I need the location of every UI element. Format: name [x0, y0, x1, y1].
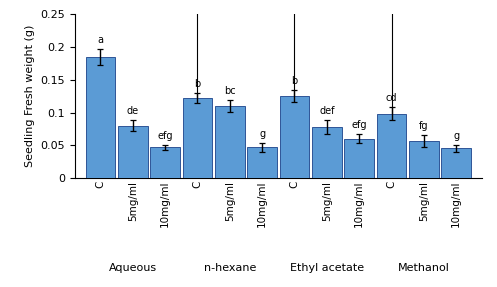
Text: def: def [319, 106, 334, 116]
Text: a: a [97, 35, 103, 45]
Text: Methanol: Methanol [398, 263, 450, 273]
Bar [280, 96, 309, 178]
Text: g: g [453, 131, 459, 141]
Bar [85, 57, 115, 178]
Text: Ethyl acetate: Ethyl acetate [290, 263, 364, 273]
Text: cd: cd [386, 93, 397, 103]
Bar [377, 114, 407, 178]
Text: g: g [259, 129, 265, 139]
Bar [344, 139, 374, 178]
Text: de: de [127, 106, 139, 116]
Text: Aqueous: Aqueous [109, 263, 157, 273]
Bar [441, 148, 471, 178]
Text: bc: bc [224, 86, 236, 96]
Text: n-hexane: n-hexane [204, 263, 256, 273]
Bar [248, 147, 277, 178]
Text: fg: fg [419, 121, 428, 131]
Text: efg: efg [158, 131, 173, 141]
Text: b: b [291, 76, 298, 86]
Text: b: b [194, 79, 201, 89]
Bar [409, 141, 439, 178]
Y-axis label: Seedling Fresh weight (g): Seedling Fresh weight (g) [24, 25, 34, 167]
Bar [150, 147, 180, 178]
Bar [215, 106, 245, 178]
Bar [312, 127, 341, 178]
Bar [118, 126, 148, 178]
Text: efg: efg [351, 120, 367, 130]
Bar [182, 98, 212, 178]
